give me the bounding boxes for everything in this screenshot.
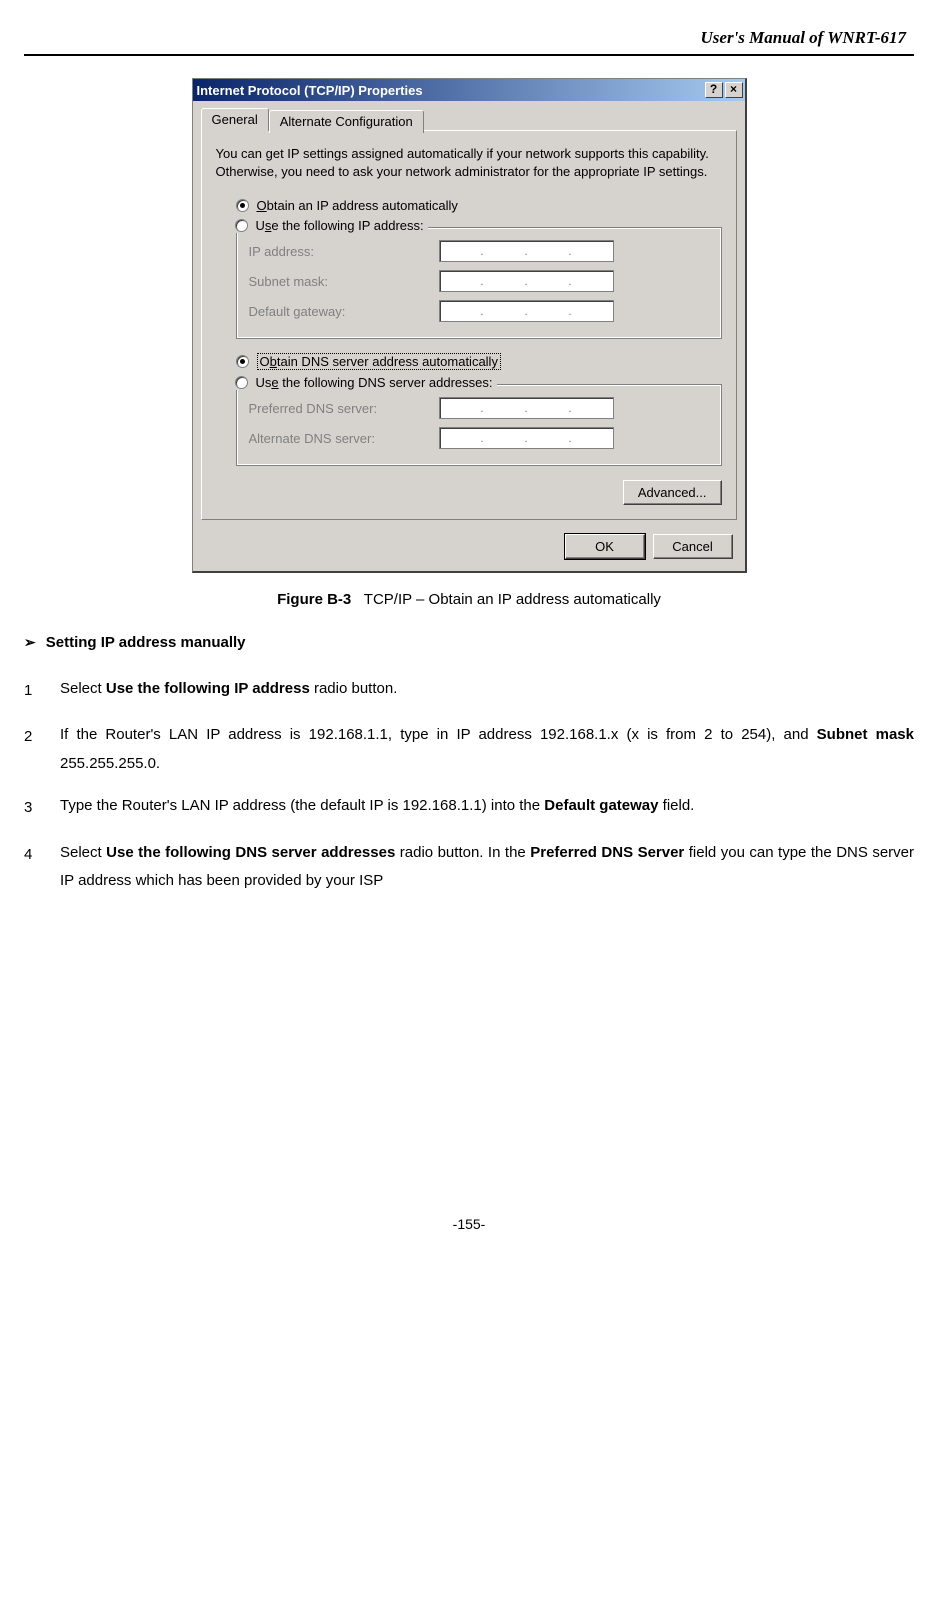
figure-number: Figure B-3 [277, 591, 351, 608]
page-header: User's Manual of WNRT-617 [24, 24, 914, 56]
tab-body: You can get IP settings assigned automat… [201, 130, 737, 520]
step-text: Select Use the following IP address radi… [60, 675, 914, 707]
list-item: 3 Type the Router's LAN IP address (the … [24, 792, 914, 824]
step-number: 1 [24, 675, 36, 707]
dialog-buttons: OK Cancel [193, 528, 745, 571]
label-preferred-dns: Preferred DNS server: [249, 401, 439, 416]
steps-list: 1 Select Use the following IP address ra… [24, 675, 914, 896]
dialog-description: You can get IP settings assigned automat… [216, 145, 722, 180]
section-heading: ➢ Setting IP address manually [24, 634, 914, 651]
ok-button[interactable]: OK [565, 534, 645, 559]
dialog-titlebar: Internet Protocol (TCP/IP) Properties ? … [193, 79, 745, 101]
step-text: Type the Router's LAN IP address (the de… [60, 792, 914, 824]
radio-dot-dns-manual-icon [235, 376, 248, 389]
field-subnet: Subnet mask: ... [249, 270, 709, 292]
label-alternate-dns: Alternate DNS server: [249, 431, 439, 446]
cancel-button[interactable]: Cancel [653, 534, 733, 559]
list-item: 2 If the Router's LAN IP address is 192.… [24, 721, 914, 778]
field-preferred-dns: Preferred DNS server: ... [249, 397, 709, 419]
dialog-title: Internet Protocol (TCP/IP) Properties [197, 83, 423, 98]
help-button[interactable]: ? [705, 82, 723, 98]
step-text: Select Use the following DNS server addr… [60, 839, 914, 896]
step-text: If the Router's LAN IP address is 192.16… [60, 721, 914, 778]
radio-label-dns-manual: Use the following DNS server addresses: [256, 375, 493, 390]
advanced-button[interactable]: Advanced... [623, 480, 722, 505]
list-item: 1 Select Use the following IP address ra… [24, 675, 914, 707]
dialog-container: Internet Protocol (TCP/IP) Properties ? … [24, 78, 914, 573]
tcpip-dialog: Internet Protocol (TCP/IP) Properties ? … [192, 78, 747, 573]
field-ip-address: IP address: ... [249, 240, 709, 262]
radio-label-ip-auto: Obtain an IP address automatically [257, 198, 458, 213]
step-number: 3 [24, 792, 36, 824]
label-gateway: Default gateway: [249, 304, 439, 319]
radio-dot-ip-manual-icon [235, 219, 248, 232]
ip-manual-group: Use the following IP address: IP address… [236, 227, 722, 339]
tab-general[interactable]: General [201, 108, 269, 131]
tabs-row: General Alternate Configuration [193, 101, 745, 130]
radio-obtain-dns-auto[interactable]: Obtain DNS server address automatically [236, 353, 722, 370]
field-gateway: Default gateway: ... [249, 300, 709, 322]
radio-dot-ip-auto-icon [236, 199, 249, 212]
label-subnet: Subnet mask: [249, 274, 439, 289]
input-ip-address[interactable]: ... [439, 240, 614, 262]
label-ip-address: IP address: [249, 244, 439, 259]
radio-use-dns-manual[interactable]: Use the following DNS server addresses: [235, 375, 497, 390]
figure-caption: Figure B-3 TCP/IP – Obtain an IP address… [24, 591, 914, 608]
arrow-icon: ➢ [24, 634, 36, 651]
field-alternate-dns: Alternate DNS server: ... [249, 427, 709, 449]
radio-use-ip-manual[interactable]: Use the following IP address: [235, 218, 428, 233]
radio-dot-dns-auto-icon [236, 355, 249, 368]
dns-manual-group: Use the following DNS server addresses: … [236, 384, 722, 466]
input-gateway[interactable]: ... [439, 300, 614, 322]
page-footer: -155- [24, 1216, 914, 1232]
step-number: 2 [24, 721, 36, 778]
input-preferred-dns[interactable]: ... [439, 397, 614, 419]
input-alternate-dns[interactable]: ... [439, 427, 614, 449]
figure-text: TCP/IP – Obtain an IP address automatica… [364, 591, 661, 608]
step-number: 4 [24, 839, 36, 896]
section-heading-text: Setting IP address manually [46, 634, 246, 651]
tab-alternate[interactable]: Alternate Configuration [269, 110, 424, 133]
list-item: 4 Select Use the following DNS server ad… [24, 839, 914, 896]
radio-label-dns-auto: Obtain DNS server address automatically [257, 353, 501, 370]
radio-label-ip-manual: Use the following IP address: [256, 218, 424, 233]
radio-obtain-ip-auto[interactable]: Obtain an IP address automatically [236, 198, 722, 213]
input-subnet[interactable]: ... [439, 270, 614, 292]
close-button[interactable]: × [725, 82, 743, 98]
